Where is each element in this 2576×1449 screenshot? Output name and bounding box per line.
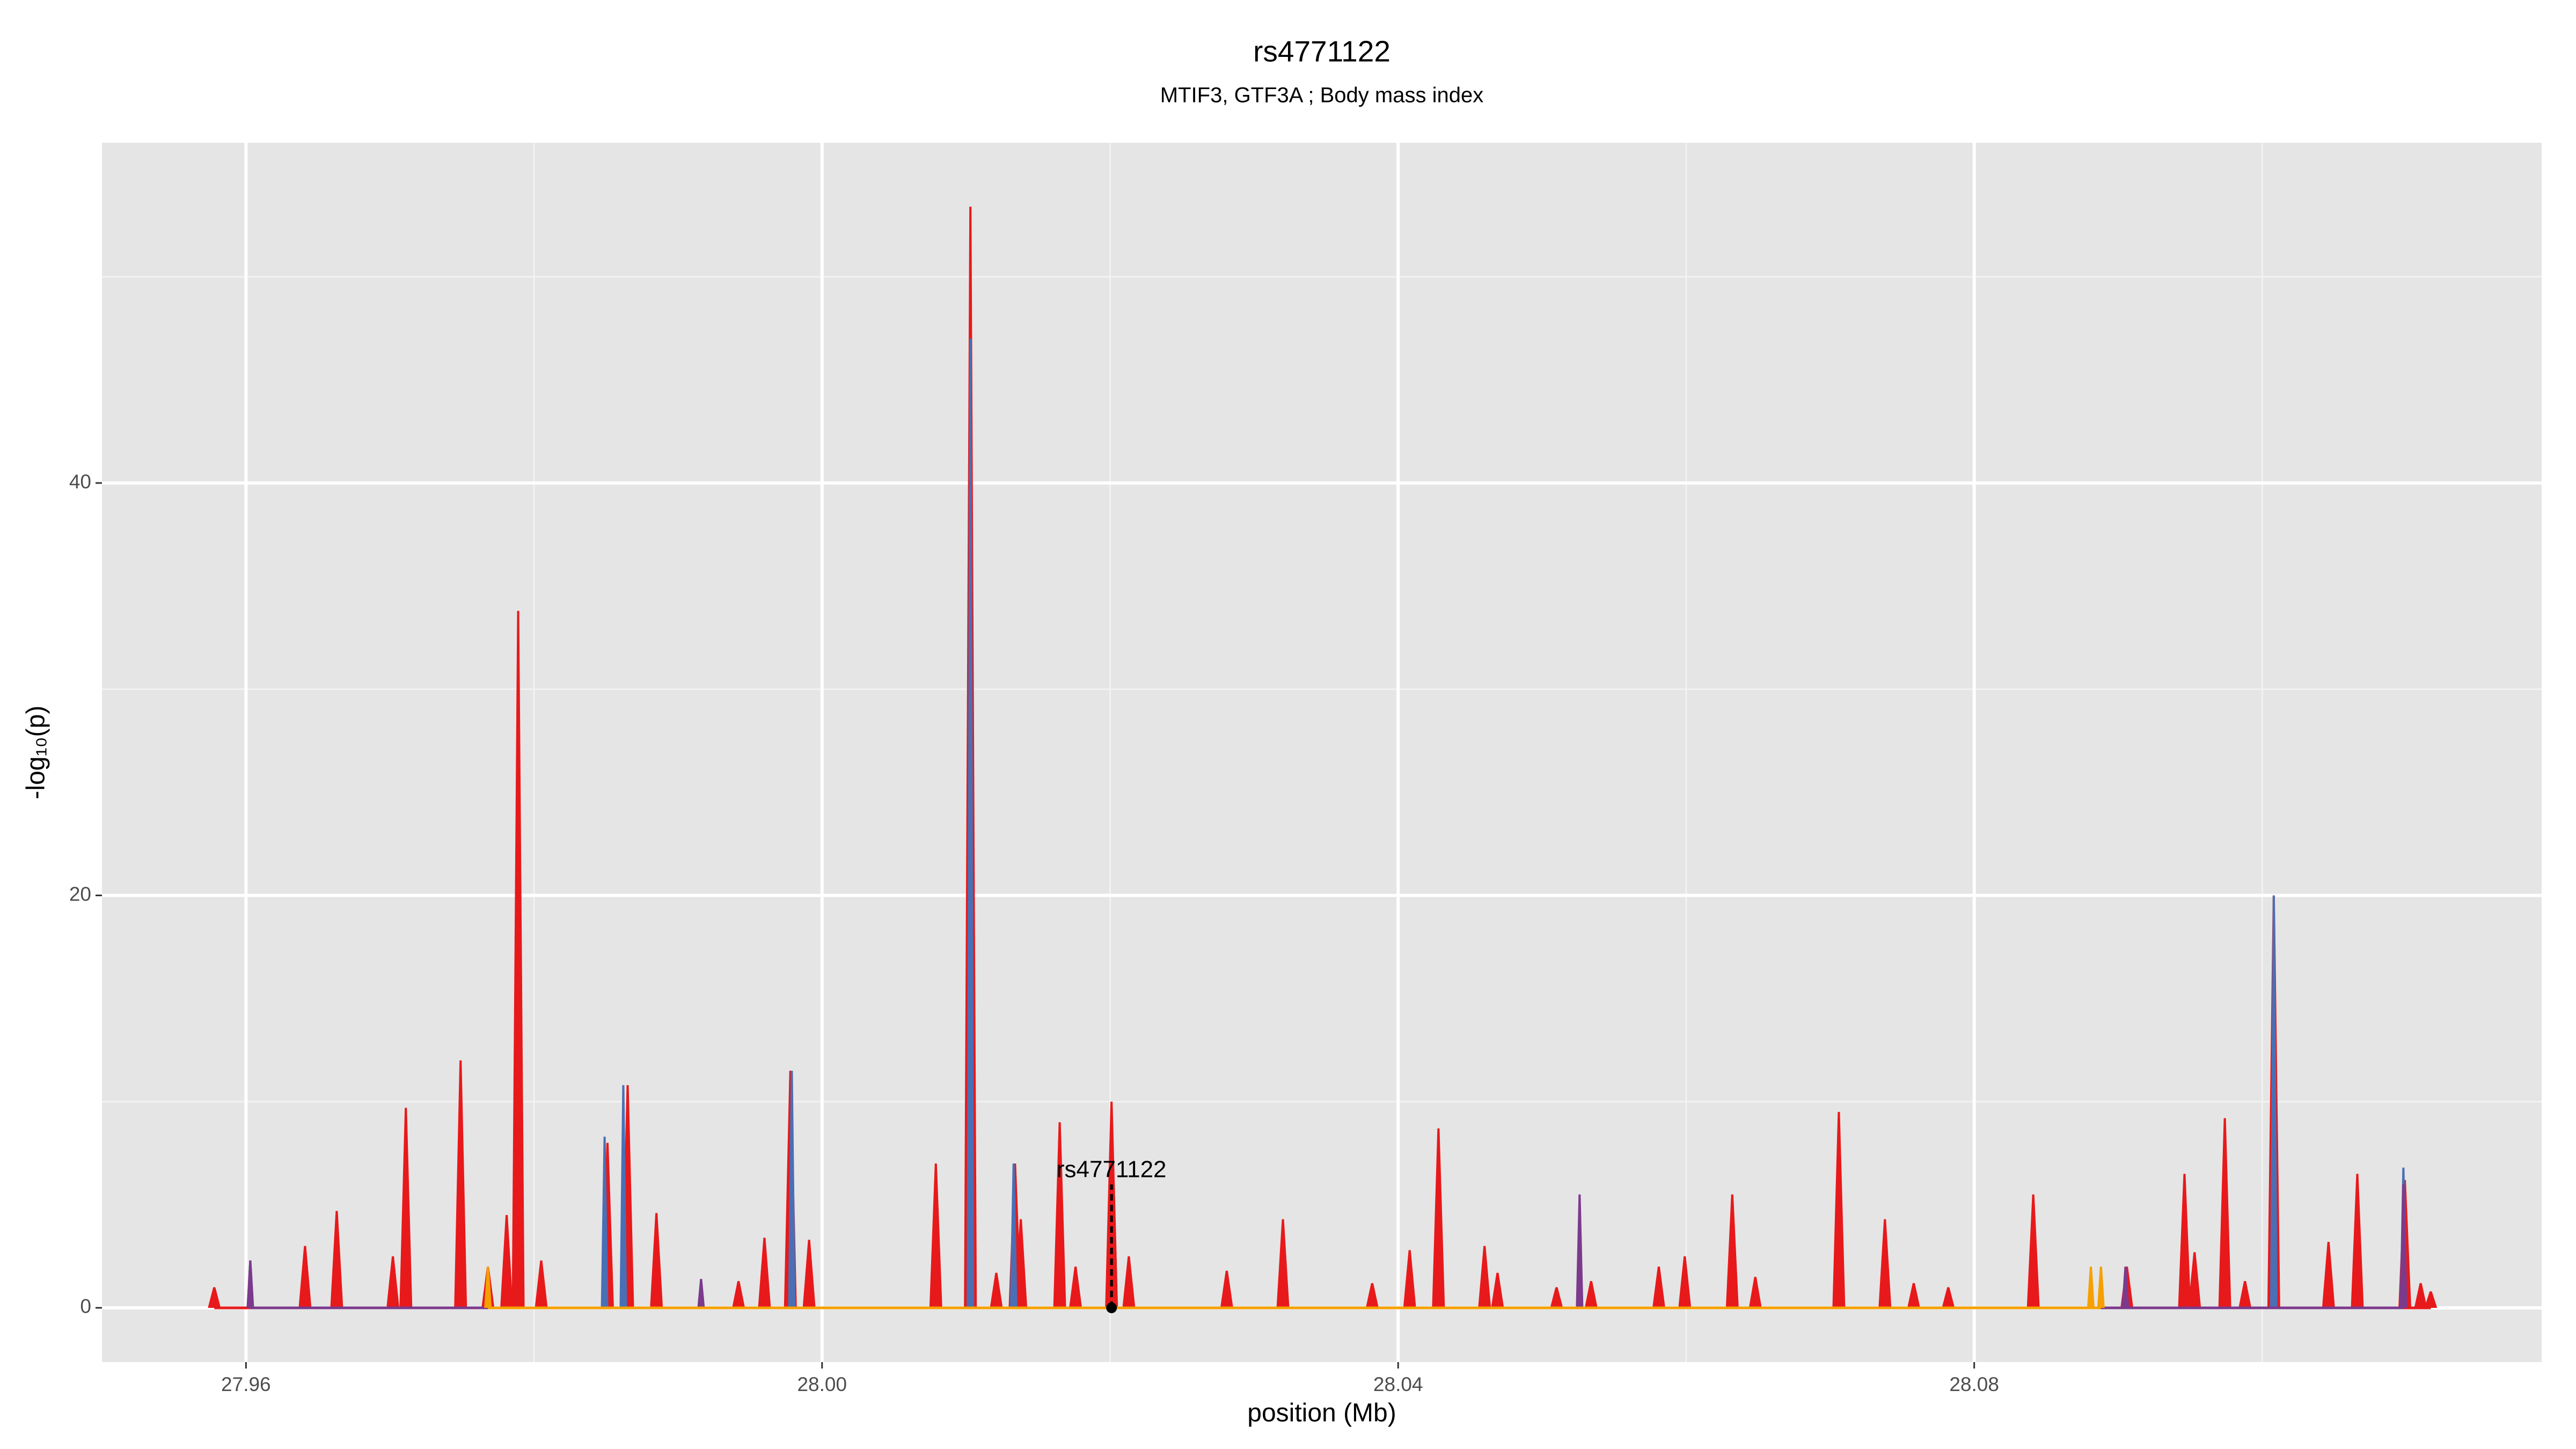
- peak: [1432, 1128, 1445, 1308]
- y-tick-label: 40: [69, 471, 91, 493]
- chart-title: rs4771122: [1253, 35, 1391, 68]
- x-tick-label: 28.08: [1949, 1373, 1999, 1395]
- peak: [2238, 1280, 2252, 1308]
- peak: [1584, 1280, 1598, 1308]
- peak: [1220, 1270, 1233, 1308]
- peak: [1748, 1277, 1762, 1308]
- peak: [484, 1267, 492, 1308]
- x-tick-label: 27.96: [221, 1373, 271, 1395]
- chart-subtitle: MTIF3, GTF3A ; Body mass index: [1160, 84, 1483, 107]
- peak: [2414, 1283, 2427, 1308]
- peak: [1652, 1267, 1665, 1308]
- peak: [1276, 1219, 1290, 1308]
- peak: [758, 1238, 771, 1308]
- peak: [1678, 1256, 1692, 1308]
- peak: [399, 1108, 413, 1308]
- x-tick-label: 28.04: [1373, 1373, 1423, 1395]
- x-axis-label: position (Mb): [1247, 1399, 1396, 1428]
- peak: [1725, 1194, 1739, 1308]
- peak: [2097, 1267, 2105, 1308]
- peak: [2399, 1184, 2407, 1308]
- y-tick-label: 0: [80, 1296, 91, 1318]
- y-tick-label: 20: [69, 883, 91, 905]
- peak: [298, 1246, 312, 1308]
- peak: [1105, 1101, 1118, 1308]
- peak: [1907, 1283, 1920, 1308]
- peak: [1069, 1267, 1082, 1308]
- peak: [650, 1213, 663, 1308]
- peak: [2424, 1291, 2438, 1308]
- peak: [2218, 1118, 2231, 1308]
- peak: [386, 1256, 400, 1308]
- annotation-label: rs4771122: [1057, 1157, 1167, 1183]
- peak: [1942, 1287, 1955, 1308]
- peak: [1365, 1283, 1379, 1308]
- peak: [802, 1240, 816, 1308]
- peak: [2322, 1241, 2335, 1308]
- peak: [1491, 1272, 1504, 1308]
- peak: [732, 1280, 745, 1308]
- peak: [2188, 1252, 2201, 1308]
- peak: [2351, 1174, 2364, 1308]
- peak: [967, 339, 975, 1308]
- peak: [990, 1272, 1003, 1308]
- peak: [1550, 1287, 1563, 1308]
- peak: [246, 1260, 254, 1308]
- plot-panel: [102, 143, 2542, 1362]
- peak: [1832, 1111, 1846, 1308]
- peak: [511, 611, 525, 1308]
- peak: [1053, 1122, 1066, 1308]
- peak: [454, 1060, 467, 1308]
- peak: [330, 1211, 343, 1308]
- peak: [2087, 1267, 2095, 1308]
- peak: [2178, 1174, 2191, 1308]
- peak: [2121, 1267, 2129, 1308]
- peak: [1122, 1256, 1136, 1308]
- peak: [208, 1287, 221, 1308]
- peak: [1478, 1246, 1491, 1308]
- peak: [788, 1071, 796, 1308]
- y-axis-label: -log₁₀(p): [22, 706, 50, 800]
- x-tick-label: 28.00: [797, 1373, 847, 1395]
- peak: [601, 1137, 609, 1308]
- peak: [1014, 1219, 1028, 1308]
- peak: [1009, 1163, 1018, 1308]
- peak: [2026, 1194, 2040, 1308]
- peak: [500, 1215, 514, 1308]
- peak: [1878, 1219, 1892, 1308]
- peak: [1403, 1250, 1416, 1308]
- peak: [929, 1163, 942, 1308]
- marks: [208, 207, 2438, 1309]
- peak: [2270, 895, 2278, 1308]
- annotation-point: [1106, 1302, 1117, 1313]
- peak: [619, 1085, 627, 1308]
- peak: [535, 1260, 548, 1308]
- peak: [1576, 1194, 1584, 1308]
- peak: [697, 1279, 705, 1308]
